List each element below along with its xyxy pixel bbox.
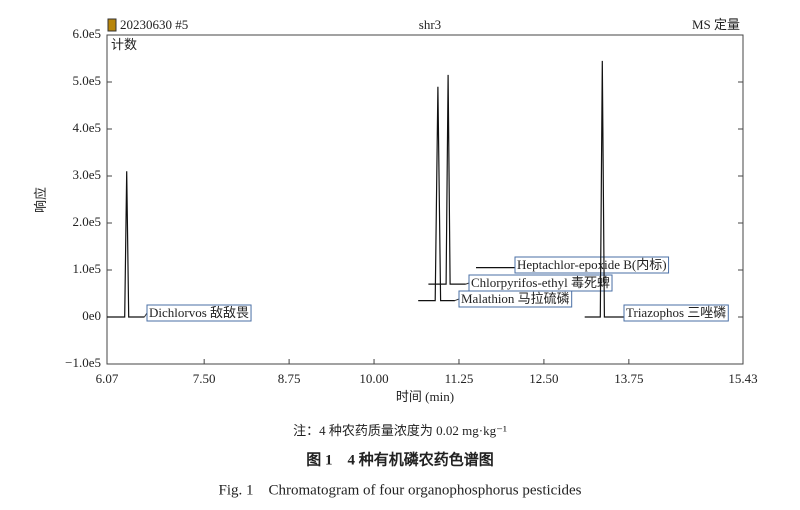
trace-label: Heptachlor-epoxide B(内标) [517,257,667,272]
x-tick-label: 8.75 [278,371,301,386]
y-tick-label: 6.0e5 [72,26,101,41]
label-box [146,304,252,322]
y-inner-label: 计数 [111,37,137,52]
trace-label: Chlorpyrifos-ethyl 毒死蜱 [471,275,610,290]
caption-en: Fig. 1 Chromatogram of four organophosph… [218,482,581,498]
y-tick-label: 4.0e5 [72,120,101,135]
trace-label: Dichlorvos 敌敌畏 [149,305,249,320]
y-tick-label: 1.0e5 [72,261,101,276]
x-tick-label: 10.00 [359,371,388,386]
header-left: 20230630 #5 [120,17,188,32]
header-right: MS 定量 [692,17,740,32]
label-box [623,304,729,322]
label-box [514,256,670,274]
x-tick-label: 6.07 [96,371,119,386]
x-tick-label: 11.25 [445,371,474,386]
plot-frame [106,34,744,365]
trace [584,60,626,318]
y-tick-label: −1.0e5 [65,355,101,370]
trace [428,74,466,285]
trace [107,171,145,318]
x-axis-title: 时间 (min) [396,389,454,404]
trace [418,86,455,302]
y-tick-label: 0e0 [82,308,101,323]
y-tick-label: 5.0e5 [72,73,101,88]
leader-line [465,282,470,285]
y-tick-label: 2.0e5 [72,214,101,229]
label-box [468,274,613,292]
note: 注：4 种农药质量浓度为 0.02 mg·kg⁻¹ [293,423,507,438]
x-tick-label: 12.50 [529,371,558,386]
trace-label: Malathion 马拉硫磷 [461,291,570,306]
x-tick-label: 13.75 [614,371,643,386]
y-axis-title: 响应 [33,187,48,213]
x-tick-label: 7.50 [193,371,216,386]
y-tick-label: 3.0e5 [72,167,101,182]
header-center: shr3 [419,17,441,32]
leader-line [454,298,460,302]
trace-label: Triazophos 三唑磷 [626,305,726,320]
x-tick-label: 15.43 [728,371,757,386]
header-icon [107,18,117,32]
caption-cn: 图 1 4 种有机磷农药色谱图 [306,450,494,468]
